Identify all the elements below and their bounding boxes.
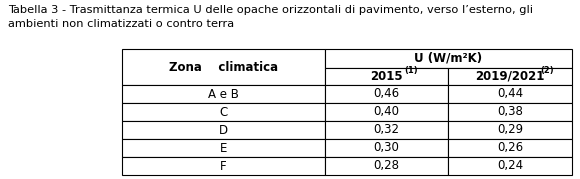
Bar (122, 157, 324, 175)
Text: 0,44: 0,44 (497, 88, 523, 100)
Bar (448, 157, 572, 175)
Text: Zona    climatica: Zona climatica (169, 61, 278, 74)
Bar (324, 157, 448, 175)
Text: Tabella 3 - Trasmittanza termica U delle opache orizzontali di pavimento, verso : Tabella 3 - Trasmittanza termica U delle… (8, 5, 533, 29)
Bar (324, 49, 572, 67)
Text: U (W/m²K): U (W/m²K) (414, 52, 483, 65)
Text: 0,40: 0,40 (374, 105, 400, 118)
Text: (1): (1) (404, 66, 418, 75)
Text: 0,28: 0,28 (374, 159, 400, 173)
Text: E: E (220, 142, 227, 154)
Bar (324, 139, 448, 157)
Text: D: D (219, 124, 228, 137)
Text: 0,29: 0,29 (497, 124, 523, 137)
Text: 0,46: 0,46 (374, 88, 400, 100)
Bar (448, 121, 572, 139)
Bar (122, 103, 324, 121)
Text: 0,26: 0,26 (497, 142, 523, 154)
Bar (324, 103, 448, 121)
Text: C: C (219, 105, 227, 118)
Bar (448, 85, 572, 103)
Bar (324, 85, 448, 103)
Text: 2019/2021: 2019/2021 (476, 70, 545, 83)
Text: 2015: 2015 (370, 70, 403, 83)
Text: 0,32: 0,32 (374, 124, 400, 137)
Text: A e B: A e B (208, 88, 239, 100)
Bar (448, 139, 572, 157)
Text: F: F (220, 159, 227, 173)
Bar (324, 67, 448, 85)
Text: 0,38: 0,38 (497, 105, 523, 118)
Bar (324, 121, 448, 139)
Bar (122, 121, 324, 139)
Bar (448, 67, 572, 85)
Bar (448, 103, 572, 121)
Bar (122, 49, 324, 85)
Text: (2): (2) (540, 66, 554, 75)
Text: 0,30: 0,30 (374, 142, 399, 154)
Text: 0,24: 0,24 (497, 159, 523, 173)
Bar (122, 85, 324, 103)
Bar (122, 139, 324, 157)
